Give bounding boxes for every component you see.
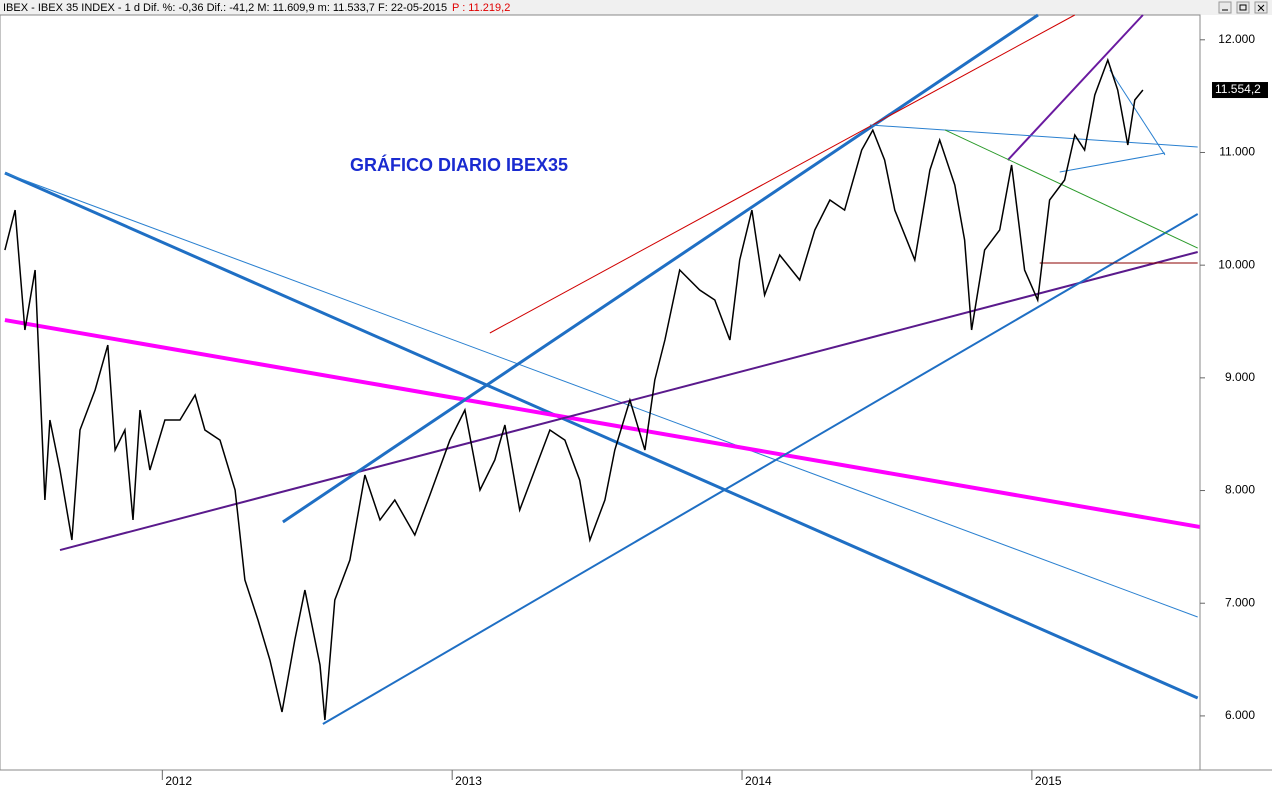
trend-line: [4, 172, 1198, 618]
trend-line: [944, 129, 1198, 249]
y-tick-label: 9.000: [1225, 370, 1255, 384]
header: IBEX - IBEX 35 INDEX - 1 d Dif. %: -0,36…: [3, 2, 447, 14]
y-tick-label: 10.000: [1218, 257, 1255, 271]
y-tick-label: 8.000: [1225, 483, 1255, 497]
trend-line: [282, 13, 1039, 524]
window-buttons[interactable]: [1218, 1, 1268, 14]
x-tick-label: 2015: [1035, 774, 1062, 788]
header-price: P : 11.219,2: [452, 2, 510, 14]
trend-line: [59, 251, 1198, 552]
trend-line: [1109, 69, 1166, 156]
trend-line: [322, 213, 1199, 725]
trend-line: [489, 14, 1076, 334]
trend-line: [4, 318, 1201, 529]
y-tick-label: 11.000: [1219, 145, 1255, 159]
y-tick-label: 12.000: [1218, 32, 1255, 46]
y-tick-label: 6.000: [1225, 708, 1255, 722]
annotation: GRÁFICO DIARIO IBEX35: [350, 154, 568, 175]
header-bar: [0, 0, 1272, 15]
trend-line: [4, 171, 1199, 700]
y-tick-label: 7.000: [1225, 595, 1255, 609]
x-tick-label: 2012: [165, 774, 192, 788]
trend-line: [1059, 152, 1166, 173]
plot-area: [0, 14, 1201, 771]
x-tick-label: 2014: [745, 774, 772, 788]
last-price-label: 11.554,2: [1215, 82, 1261, 96]
trend-line: [869, 124, 1198, 148]
last-price-box: [1212, 82, 1268, 99]
x-tick-label: 2013: [455, 774, 482, 788]
price-line: [4, 57, 1144, 721]
